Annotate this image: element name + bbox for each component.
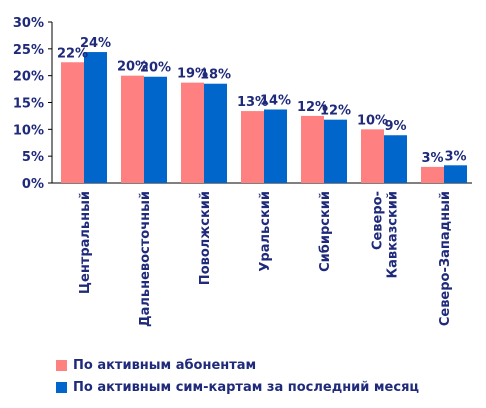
bar-series-2	[444, 165, 467, 183]
y-tick-label: 0%	[22, 177, 44, 192]
x-category-label-line: Поволжский	[198, 191, 213, 285]
x-category-label-line: Центральный	[78, 191, 93, 294]
y-tick-label: 20%	[13, 70, 44, 85]
data-label: 20%	[140, 61, 171, 76]
legend-item-series-1: По активным абонентам	[56, 354, 419, 376]
data-label: 18%	[200, 68, 231, 83]
legend-swatch-series-1	[56, 359, 67, 371]
data-label: 19%	[177, 67, 208, 82]
bar-series-1	[301, 115, 324, 183]
bar-series-2	[384, 135, 407, 183]
bar-series-2	[324, 119, 347, 183]
bar-series-1	[61, 62, 84, 183]
legend-label-series-2: По активным сим-картам за последний меся…	[73, 379, 420, 395]
legend-item-series-2: По активным сим-картам за последний меся…	[56, 376, 419, 398]
x-category-label: Северо-Западный	[438, 191, 453, 326]
x-category-label: Сибирский	[318, 191, 333, 272]
x-category-label-line: Северо-Западный	[438, 191, 453, 326]
chart: 0%5%10%15%20%25%30% 22%24%20%20% 19%18%13…	[13, 16, 472, 327]
legend-swatch-series-2	[56, 381, 67, 393]
x-category-label: Поволжский	[198, 191, 213, 285]
bar-series-1	[181, 82, 204, 183]
bar-series-2	[144, 76, 167, 183]
data-label: 10%	[357, 113, 388, 128]
data-label: 9%	[384, 119, 406, 134]
bar-series-2	[84, 52, 107, 184]
x-category-label: Дальневосточный	[138, 191, 153, 327]
data-label: 20%	[117, 60, 148, 75]
x-category-label-line: Кавказский	[386, 191, 401, 279]
bar-series-1	[421, 166, 444, 183]
x-category-label-line: Северо-	[371, 191, 386, 250]
data-label: 3%	[444, 149, 466, 164]
bar-series-1	[121, 75, 144, 183]
data-label: 3%	[421, 151, 443, 166]
data-label: 14%	[260, 93, 291, 108]
data-label: 24%	[80, 36, 111, 51]
data-label: 13%	[237, 95, 268, 110]
x-category-label-line: Уральский	[258, 191, 273, 272]
x-category-label-line: Дальневосточный	[138, 191, 153, 327]
legend-label-series-1: По активным абонентам	[73, 357, 257, 373]
bar-series-2	[264, 109, 287, 183]
x-category-label-line: Сибирский	[318, 191, 333, 272]
y-tick-label: 5%	[22, 150, 44, 165]
x-category-label: Центральный	[78, 191, 93, 294]
data-label: 12%	[320, 104, 351, 119]
y-tick-label: 10%	[13, 123, 44, 138]
x-category-label: Уральский	[258, 191, 273, 272]
bar-series-2	[204, 83, 227, 183]
y-tick-label: 15%	[13, 97, 44, 112]
bar-series-1	[361, 129, 384, 183]
data-label: 22%	[57, 46, 88, 61]
bar-series-1	[241, 111, 264, 183]
y-tick-label: 25%	[13, 43, 44, 58]
x-category-label: Северо- Кавказский	[371, 191, 401, 279]
y-tick-label: 30%	[13, 16, 44, 31]
data-label: 12%	[297, 100, 328, 115]
legend: По активным абонентам По активным сим-ка…	[56, 354, 419, 398]
